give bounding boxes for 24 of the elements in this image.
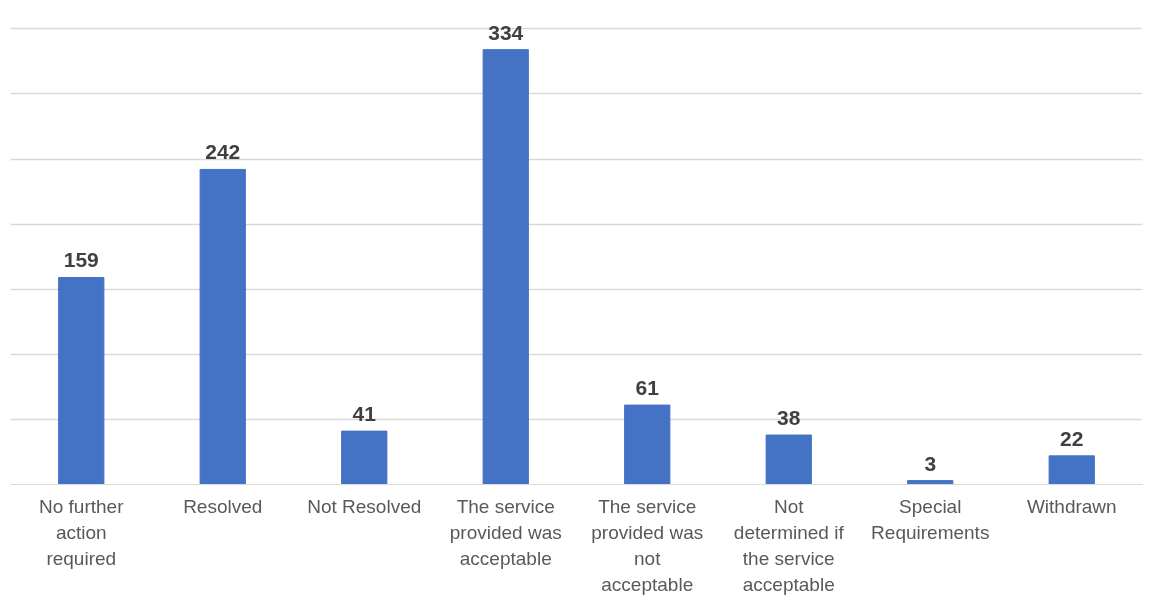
bar [765,434,812,485]
x-tick-label: Resolved [183,495,263,517]
x-tick-label: The service provided was acceptable [449,495,562,569]
bar [58,276,105,485]
x-tick-label: The service provided was not acceptable [591,495,704,596]
data-label: 38 [777,406,801,430]
data-label: 159 [63,248,99,272]
x-tick-label: Withdrawn [1026,495,1117,517]
x-tick-label: Not determined if the service acceptable [733,495,845,596]
bar [624,404,671,485]
bar [199,168,246,485]
x-tick-label: Special Requirements [871,495,990,543]
data-label: 41 [352,402,377,426]
data-label: 3 [924,451,937,475]
x-tick-label: No further action required [39,495,125,569]
data-label: 61 [635,376,660,400]
data-label: 242 [205,140,241,164]
bar [1048,455,1095,485]
data-label: 334 [488,20,524,44]
bar [907,480,954,485]
x-tick-label: Not Resolved [307,495,422,517]
bar [341,430,388,485]
data-label: 22 [1060,426,1084,450]
bar [482,49,529,485]
